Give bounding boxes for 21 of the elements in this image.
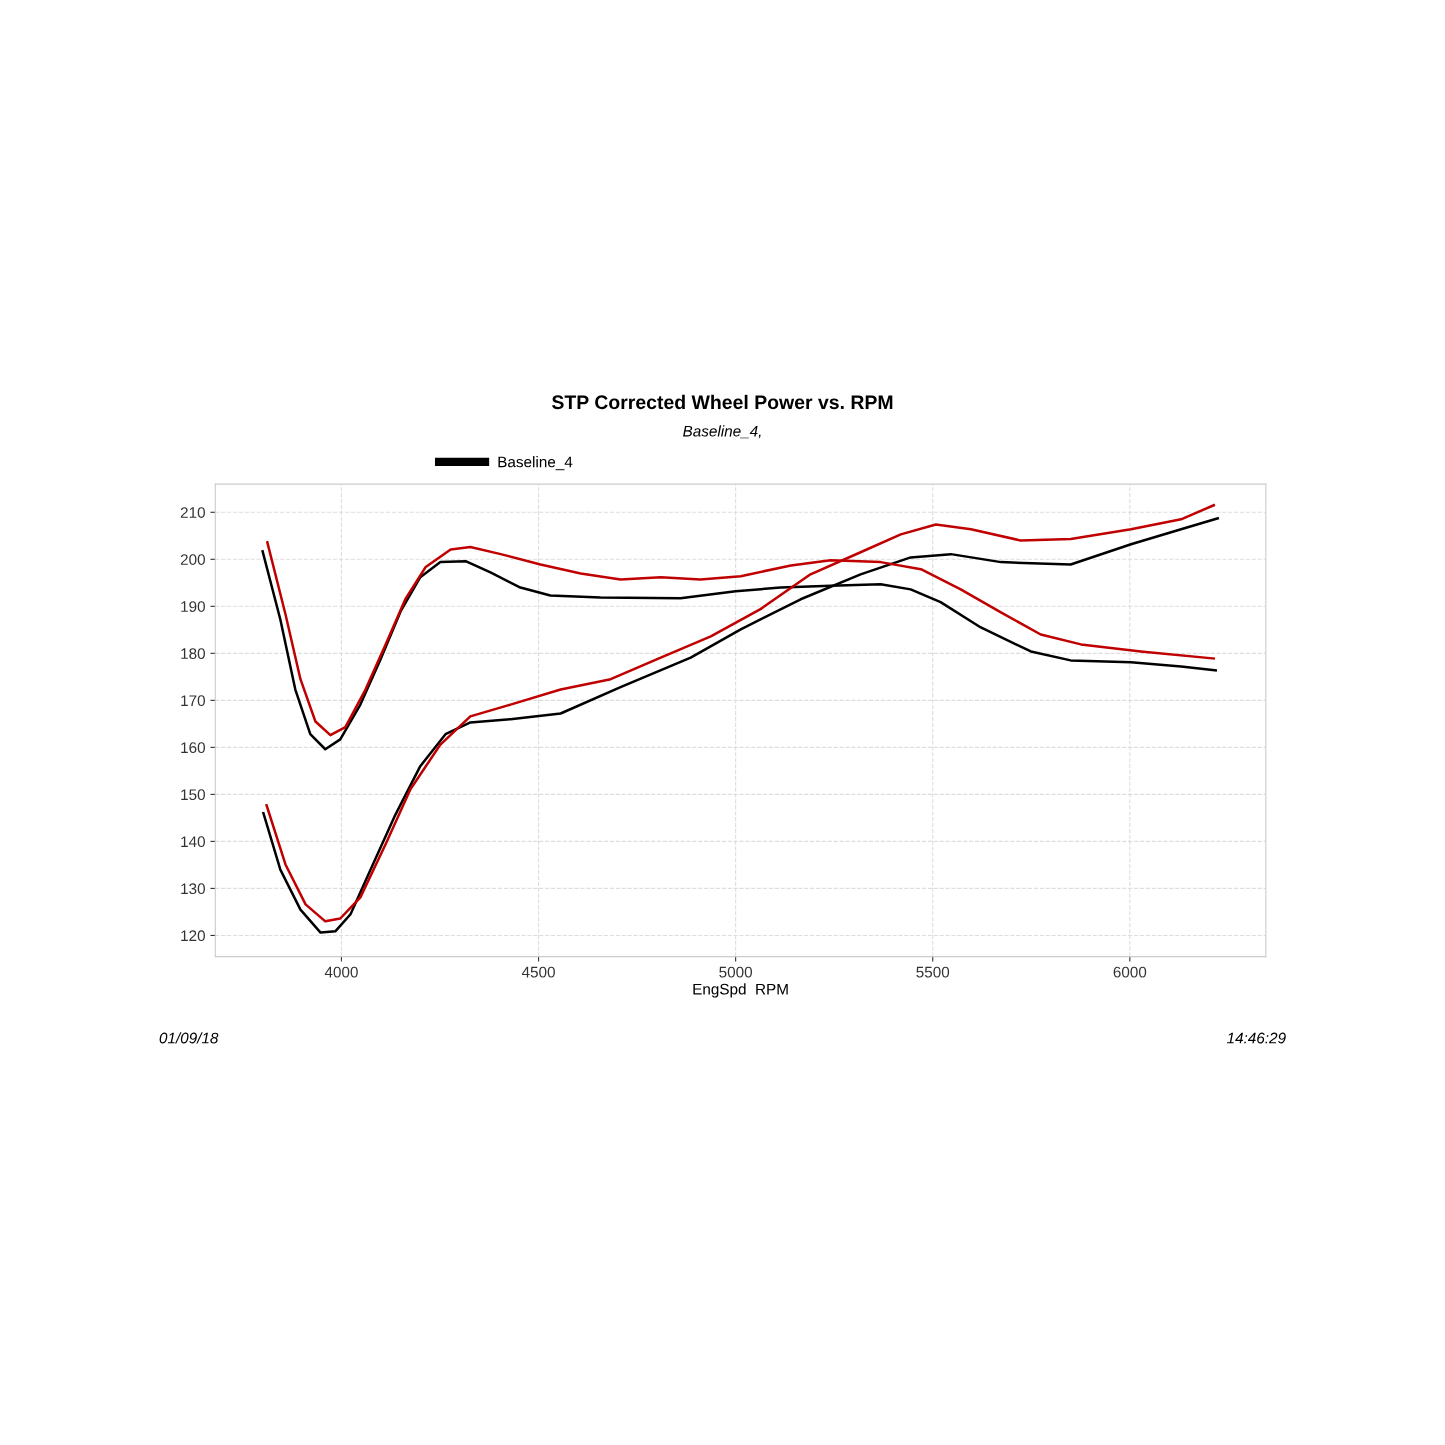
- y-tick-label: 210: [180, 507, 205, 518]
- x-tick-label: 5000: [719, 966, 753, 978]
- text: 14:46:29: [1226, 1032, 1286, 1044]
- x-tick-label: 4500: [521, 966, 555, 978]
- y-tick-label: 130: [181, 883, 205, 895]
- text: 01/09/18: [159, 1032, 219, 1044]
- y-tick-label: 140: [181, 836, 205, 848]
- chart-title: STP Corrected Wheel Power vs. RPM: [551, 394, 893, 410]
- x-tick-label: 5500: [916, 966, 950, 978]
- y-tick-label: 160: [181, 742, 205, 754]
- y-tick-label: 120: [181, 930, 205, 942]
- x-axis-title: EngSpd RPM: [693, 983, 788, 998]
- chart-subtitle: Baseline_4,: [683, 425, 761, 439]
- x-tick-label: 6000: [1113, 966, 1147, 978]
- legend-label: Baseline_4: [498, 456, 573, 471]
- y-tick-label: 180: [181, 648, 205, 660]
- y-tick-label: 190: [181, 601, 205, 612]
- x-tick-label: 4000: [324, 966, 358, 978]
- y-tick-label: 200: [180, 554, 205, 565]
- y-tick-label: 150: [181, 789, 205, 801]
- y-tick-label: 170: [181, 695, 205, 707]
